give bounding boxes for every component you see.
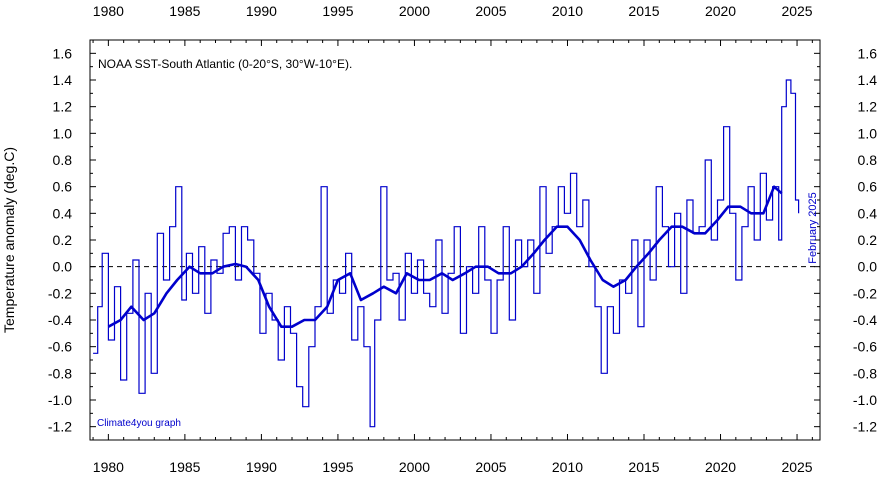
- plot-frame: [89, 39, 821, 441]
- x-tick-label-top: 1995: [322, 3, 353, 19]
- x-tick-label-top: 2010: [552, 3, 583, 19]
- y-tick-label-left: 1.4: [53, 72, 73, 88]
- x-axis-labels-top: 1980 1985 1990 1995 2000 2005 2010 2015 2020 2025: [93, 3, 813, 19]
- series-running-mean-line: [107, 185, 783, 328]
- y-tick-label-left: -0.8: [48, 365, 72, 381]
- x-tick-label-bottom: 2000: [399, 459, 430, 475]
- y-tick-label-right: -0.8: [853, 365, 877, 381]
- x-tick-label-bottom: 2005: [475, 459, 506, 475]
- x-tick-label-top: 2000: [399, 3, 430, 19]
- y-tick-label-right: 1.0: [858, 125, 878, 141]
- series-monthly-line: [93, 79, 800, 428]
- y-axis-title: Temperature anomaly (deg.C): [1, 147, 17, 333]
- x-tick-label-top: 2020: [705, 3, 736, 19]
- y-tick-label-left: -1.2: [48, 419, 72, 435]
- x-tick-label-top: 2015: [628, 3, 659, 19]
- x-tick-label-top: 1980: [93, 3, 124, 19]
- y-tick-label-left: 1.2: [53, 99, 73, 115]
- y-tick-label-right: -0.6: [853, 339, 877, 355]
- y-tick-label-right: -0.4: [853, 312, 877, 328]
- y-tick-label-left: -0.6: [48, 339, 72, 355]
- x-tick-label-bottom: 2025: [781, 459, 812, 475]
- y-tick-label-right: 1.6: [858, 45, 878, 61]
- y-tick-label-left: -1.0: [48, 392, 72, 408]
- y-tick-label-left: 0.0: [53, 259, 73, 275]
- x-tick-label-bottom: 2020: [705, 459, 736, 475]
- x-tick-label-top: 2025: [781, 3, 812, 19]
- x-tick-label-bottom: 1980: [93, 459, 124, 475]
- x-tick-label-bottom: 1990: [246, 459, 277, 475]
- y-tick-label-right: 0.8: [858, 152, 878, 168]
- series-layer: [93, 79, 800, 428]
- x-axis-ticks: [92, 40, 813, 440]
- chart-title: NOAA SST-South Atlantic (0-20°S, 30°W-10…: [98, 57, 352, 71]
- x-tick-label-top: 2005: [475, 3, 506, 19]
- y-tick-label-left: 1.0: [53, 125, 73, 141]
- x-tick-label-bottom: 1995: [322, 459, 353, 475]
- x-tick-label-top: 1985: [169, 3, 200, 19]
- y-tick-label-right: 0.0: [858, 259, 878, 275]
- y-axis-labels-right: 1.6 1.4 1.2 1.0 0.8 0.6 0.4 0.2 0.0 -0.2 -0.4 -0.6 -…: [853, 45, 877, 434]
- y-tick-label-right: 1.2: [858, 99, 878, 115]
- y-tick-label-left: -0.2: [48, 285, 72, 301]
- y-tick-label-left: -0.4: [48, 312, 72, 328]
- x-tick-label-bottom: 1985: [169, 459, 200, 475]
- x-tick-label-bottom: 2015: [628, 459, 659, 475]
- y-tick-label-left: 0.6: [53, 179, 73, 195]
- date-note: February 2025: [807, 192, 819, 264]
- y-tick-label-right: 0.4: [858, 205, 878, 221]
- y-tick-label-right: -1.0: [853, 392, 877, 408]
- y-tick-label-right: 1.4: [858, 72, 878, 88]
- x-axis-labels-bottom: 1980 1985 1990 1995 2000 2005 2010 2015 2020 2025: [93, 459, 813, 475]
- y-tick-label-right: -0.2: [853, 285, 877, 301]
- x-tick-label-bottom: 2010: [552, 459, 583, 475]
- y-tick-label-left: 0.8: [53, 152, 73, 168]
- credit-note: Climate4you graph: [97, 418, 181, 429]
- y-tick-label-left: 1.6: [53, 45, 73, 61]
- y-tick-label-left: 0.2: [53, 232, 73, 248]
- y-tick-label-right: -1.2: [853, 419, 877, 435]
- x-tick-label-top: 1990: [246, 3, 277, 19]
- y-axis-labels-left: 1.6 1.4 1.2 1.0 0.8 0.6 0.4 0.2 0.0 -0.2 -0.4 -0.6 -…: [48, 45, 72, 434]
- y-tick-label-right: 0.6: [858, 179, 878, 195]
- y-tick-label-right: 0.2: [858, 232, 878, 248]
- y-tick-label-left: 0.4: [53, 205, 73, 221]
